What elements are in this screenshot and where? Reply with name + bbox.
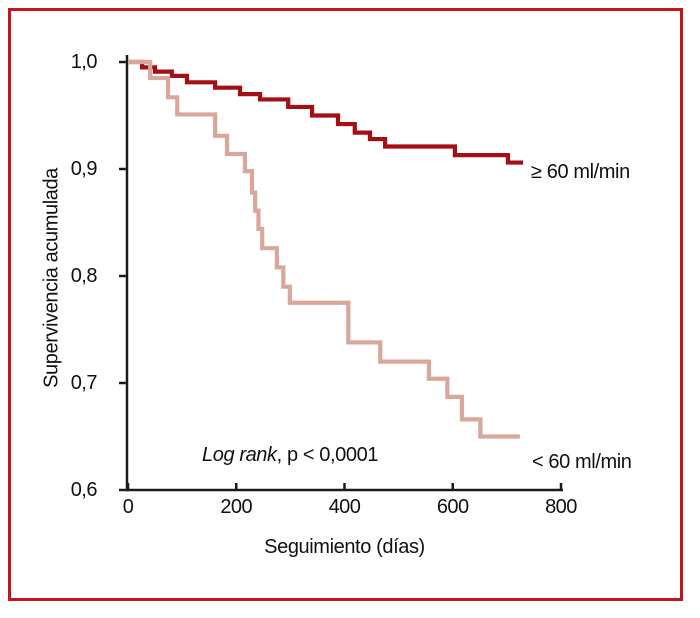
x-axis-title: Seguimiento (días) — [264, 536, 425, 558]
survival-curve-lt-60 — [128, 59, 520, 439]
log-rank-annotation: Log rank, p < 0,0001 — [202, 444, 378, 467]
figure-border — [8, 8, 683, 601]
x-tick-label: 0 — [122, 496, 134, 518]
survival-curve-ge-60 — [128, 59, 524, 165]
y-tick-label: 0,8 — [70, 265, 98, 287]
series-label-ge-60: ≥ 60 ml/min — [531, 161, 630, 183]
series-label-lt-60: < 60 ml/min — [532, 451, 632, 473]
y-tick-label: 0,6 — [70, 479, 98, 501]
y-tick-label: 1,0 — [70, 51, 98, 73]
x-tick-label: 800 — [545, 496, 577, 518]
x-tick-label: 400 — [328, 496, 361, 518]
x-tick-label: 600 — [436, 496, 469, 518]
log-rank-annotation-pvalue: , p < 0,0001 — [276, 444, 379, 466]
log-rank-annotation-italic: Log rank — [202, 444, 277, 466]
y-tick-label: 0,7 — [70, 372, 98, 394]
x-tick-label: 200 — [220, 496, 253, 518]
y-tick-label: 0,9 — [70, 158, 98, 180]
